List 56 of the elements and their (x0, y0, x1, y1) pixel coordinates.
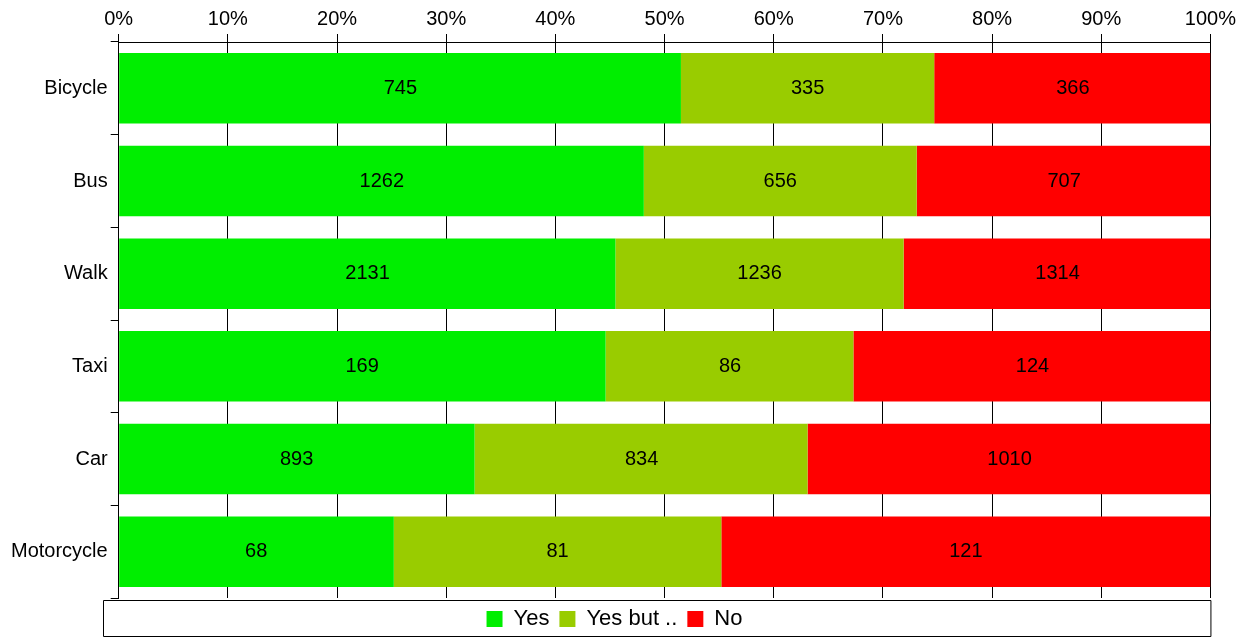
bar (119, 53, 681, 124)
annotation: 335 (790, 75, 825, 98)
annotation: 745 (383, 75, 418, 98)
y-tick-label: Bicycle (44, 75, 108, 98)
bar (721, 516, 1211, 587)
annotation: 1262 (359, 168, 405, 191)
bar (119, 516, 394, 587)
x-tick-label: 90% (1081, 6, 1122, 29)
annotation: 1010 (987, 446, 1032, 469)
annotation: 1314 (1035, 261, 1080, 284)
bar (474, 423, 808, 495)
bar (807, 423, 1211, 495)
bar (119, 145, 644, 217)
bar (934, 53, 1211, 124)
x-tick-label: 30% (426, 6, 467, 29)
x-tick-label: 50% (644, 6, 685, 29)
bar (119, 331, 606, 402)
bar (615, 238, 904, 309)
x-tick-label: 80% (972, 6, 1013, 29)
x-tick-label: 40% (535, 6, 576, 29)
legend-label: No (714, 605, 743, 631)
y-tick-label: Car (75, 446, 109, 469)
annotation: 124 (1015, 353, 1050, 376)
x-tick-label: 10% (207, 6, 249, 29)
annotation: 86 (718, 353, 742, 376)
y-tick-label: Walk (63, 261, 109, 284)
annotation: 366 (1056, 75, 1090, 98)
y-tick-label: Bus (73, 168, 108, 191)
annotation: 707 (1047, 168, 1081, 191)
bar (903, 238, 1211, 309)
bar (119, 238, 616, 309)
x-tick-label: 20% (317, 6, 358, 29)
bar (119, 423, 475, 495)
legend-label: Yes but .. (586, 605, 678, 631)
annotation: 893 (279, 446, 314, 469)
y-tick-label: Taxi (72, 353, 108, 376)
bar (605, 331, 854, 402)
legend-label: Yes (513, 605, 550, 631)
annotation: 68 (245, 539, 268, 562)
x-tick-label: 70% (862, 6, 904, 29)
x-tick-label: 100% (1184, 6, 1237, 29)
y-tick-label: Motorcycle (10, 539, 108, 562)
x-tick-label: 0% (104, 6, 134, 29)
annotation: 834 (624, 446, 659, 469)
bar (853, 331, 1211, 402)
bar (916, 145, 1211, 217)
annotation: 81 (546, 539, 569, 562)
bar (680, 53, 935, 124)
annotation: 169 (345, 353, 379, 376)
annotation: 121 (949, 539, 983, 562)
bar (393, 516, 722, 587)
x-tick-label: 60% (753, 6, 794, 29)
annotation: 1236 (737, 261, 782, 284)
annotation: 656 (763, 168, 797, 191)
bar (643, 145, 917, 217)
annotation: 2131 (345, 261, 390, 284)
